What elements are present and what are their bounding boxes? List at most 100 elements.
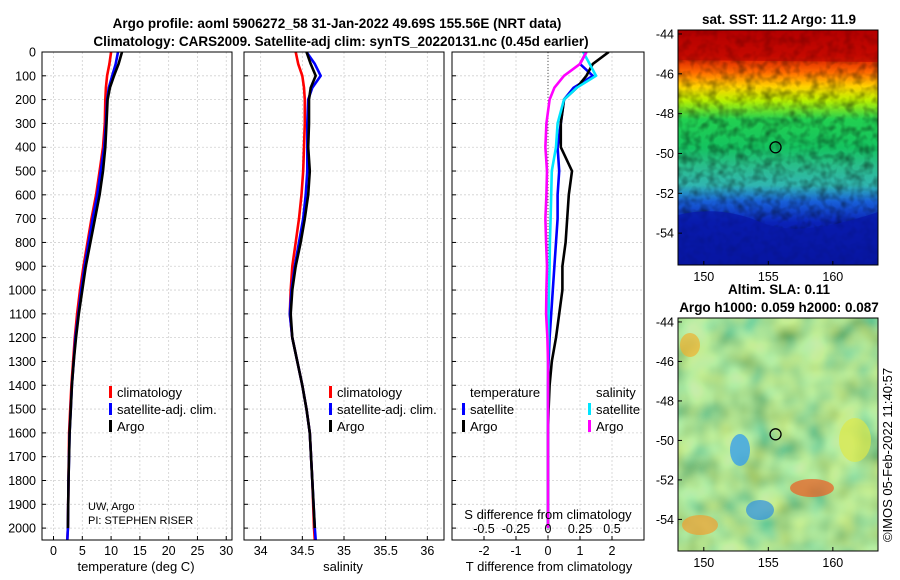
y-tick-label: 1100 <box>9 307 36 321</box>
y-tick-label: 1700 <box>8 450 36 464</box>
axes-frame <box>243 51 445 541</box>
difference-panel: -2 -1 0 1 2 <box>451 51 645 558</box>
x-tick-label: 35.5 <box>373 544 397 558</box>
x-tick-label: 30 <box>219 544 233 558</box>
s-diff-tick-labels: -0.5 -0.25 0 0.25 0.5 <box>473 522 621 536</box>
x-tick-label: 15 <box>133 544 147 558</box>
y-tick-label: -50 <box>656 147 674 161</box>
x-tick-label: -1 <box>510 544 521 558</box>
legend-temp-satellite-swatch <box>462 403 465 415</box>
y-tick-label: 800 <box>15 236 36 250</box>
x-tick-label: -2 <box>478 544 489 558</box>
y-tick-label: -44 <box>656 315 674 329</box>
argo-float-marker <box>769 428 782 441</box>
legend-sal-satellite-swatch <box>588 403 591 415</box>
legend-temperature-title: temperature <box>470 385 540 400</box>
credit-text: ©IMOS 05-Feb-2022 11:40:57 <box>880 368 895 542</box>
institution-text: UW, Argo <box>88 501 134 513</box>
legend-argo-swatch <box>109 420 112 432</box>
x-tick-label: 0 <box>50 544 57 558</box>
s-tick-label: 0.5 <box>603 522 620 536</box>
y-tick-label: 1900 <box>8 498 36 512</box>
temperature-legend: climatology satellite-adj. clim. Argo <box>109 385 217 434</box>
legend-salinity-title: salinity <box>596 385 636 400</box>
y-tick-label: 900 <box>15 260 36 274</box>
y-tick-label: 1500 <box>8 403 36 417</box>
sla-high-eddy <box>682 515 718 535</box>
x-tick-label: 1 <box>577 544 584 558</box>
y-tick-label: 1400 <box>8 379 36 393</box>
sla-low-eddy <box>746 500 774 520</box>
y-tick-label: -48 <box>656 394 674 408</box>
x-tick-label: 25 <box>191 544 205 558</box>
y-tick-label: -54 <box>656 227 674 241</box>
legend-satellite-label: satellite-adj. clim. <box>337 402 437 417</box>
legend-climatology-swatch <box>329 386 332 398</box>
x-tick-label: 2 <box>609 544 616 558</box>
salinity-xlabel: salinity <box>323 559 363 574</box>
sla-low-eddy <box>730 434 750 466</box>
salinity-legend: climatology satellite-adj. clim. Argo <box>329 385 437 434</box>
series-line-salinity-argo <box>544 52 588 529</box>
legend-temp-argo-swatch <box>462 420 465 432</box>
x-tick-label: 0 <box>545 544 552 558</box>
legend-satellite-label: satellite-adj. clim. <box>117 402 217 417</box>
y-tick-label: 2000 <box>8 522 36 536</box>
legend-satellite-swatch <box>329 403 332 415</box>
y-tick-label: 1200 <box>8 331 36 345</box>
sla-high-eddy <box>790 479 834 497</box>
legend-satellite-swatch <box>109 403 112 415</box>
legend-climatology-label: climatology <box>117 385 183 400</box>
map-frame <box>677 317 879 552</box>
sla-high-eddy <box>680 333 700 357</box>
difference-xlabel: T difference from climatology <box>466 559 633 574</box>
x-tick-label: 150 <box>693 556 714 570</box>
y-tick-label: -54 <box>656 513 674 527</box>
series-group <box>288 52 323 540</box>
x-tick-label: 20 <box>162 544 176 558</box>
series-line-argo <box>66 52 124 529</box>
legend-climatology-swatch <box>109 386 112 398</box>
y-tick-label: 400 <box>15 141 36 155</box>
s-tick-label: 0.25 <box>568 522 592 536</box>
legend-temp-argo-label: Argo <box>470 419 497 434</box>
legend-sal-argo-swatch <box>588 420 591 432</box>
series-group <box>66 52 124 540</box>
y-tick-label: -52 <box>656 187 674 201</box>
salinity-panel: 34 34.5 35 35.5 36 <box>243 51 445 558</box>
y-tick-label: -52 <box>656 473 674 487</box>
y-tick-label: 500 <box>15 165 36 179</box>
temperature-panel: 0 5 10 15 20 25 300100200300400500600700800900… <box>8 46 233 559</box>
x-tick-label: 155 <box>758 270 779 284</box>
legend-sal-satellite-label: satellite <box>596 402 640 417</box>
argo-float-marker <box>769 141 782 154</box>
sst-warm-water <box>678 30 878 62</box>
sla-map-title-line2: Argo h1000: 0.059 h2000: 0.087 <box>679 300 879 315</box>
y-tick-label: 700 <box>15 212 36 226</box>
sst-map-axes: 150 155 160 -44 -46 -48 -50 -52 -54 <box>656 27 879 284</box>
x-tick-label: 36 <box>420 544 434 558</box>
y-tick-label: 1800 <box>8 474 36 488</box>
y-tick-label: 1600 <box>8 426 36 440</box>
map-frame <box>677 29 879 266</box>
legend-argo-swatch <box>329 420 332 432</box>
y-tick-label: -48 <box>656 107 674 121</box>
y-tick-label: -46 <box>656 355 674 369</box>
series-line-temperature-satellite <box>546 52 595 529</box>
x-tick-label: 160 <box>822 556 843 570</box>
x-tick-label: 35 <box>337 544 351 558</box>
x-tick-label: 34.5 <box>290 544 314 558</box>
y-tick-label: 200 <box>15 93 36 107</box>
sla-map-axes: 150 155 160 -44 -46 -48 -50 -52 -54 <box>656 315 879 570</box>
sst-map <box>678 30 878 265</box>
sla-map-title-line1: Altim. SLA: 0.11 <box>728 282 831 297</box>
y-tick-label: -50 <box>656 434 674 448</box>
s-tick-label: -0.5 <box>473 522 495 536</box>
axes-frame <box>41 51 233 541</box>
series-line-satellite-adj-clim- <box>66 52 120 540</box>
x-tick-label: 155 <box>758 556 779 570</box>
series-line-argo <box>289 52 318 529</box>
x-tick-label: 160 <box>822 270 843 284</box>
y-tick-label: 600 <box>15 188 36 202</box>
